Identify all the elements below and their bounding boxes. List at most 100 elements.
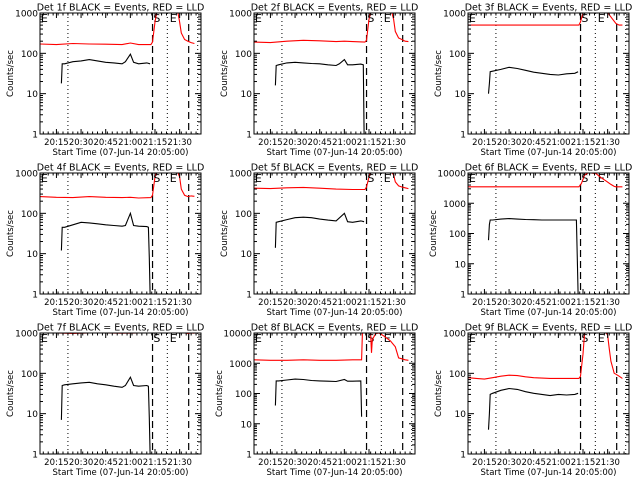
x-tick-label: 20:45: [521, 458, 546, 468]
marker-label: S: [153, 332, 160, 345]
x-tick-label: 21:15: [571, 298, 596, 308]
marker-label: S: [153, 12, 160, 25]
y-tick-label: 1: [32, 131, 38, 141]
y-tick-label: 1000: [15, 170, 38, 180]
y-axis-label: Counts/sec: [434, 50, 444, 97]
marker-label: E: [598, 172, 605, 185]
marker-label: E: [255, 172, 262, 185]
x-tick-label: 20:45: [93, 458, 118, 468]
x-tick-label: 20:45: [307, 298, 332, 308]
x-tick-label: 20:30: [497, 298, 522, 308]
x-tick-label: 20:45: [93, 298, 118, 308]
x-axis-label: Start Time (07-Jun-14 20:05:00): [481, 468, 617, 478]
x-tick-label: 20:45: [93, 138, 118, 148]
series-line-lld: [254, 173, 409, 191]
x-tick-label: 21:15: [357, 298, 382, 308]
marker-label: S: [153, 172, 160, 185]
panel-title: Det 1f BLACK = Events, RED = LLD: [37, 3, 205, 14]
x-tick-label: 21:30: [381, 138, 406, 148]
plot-frame: [39, 12, 202, 135]
panel-title: Det 8f BLACK = Events, RED = LLD: [251, 323, 419, 334]
x-tick-label: 21:00: [546, 458, 571, 468]
marker-label: E: [170, 332, 177, 345]
y-tick-label: 100: [21, 50, 38, 60]
x-tick-label: 20:30: [497, 138, 522, 148]
plot-frame: [467, 12, 630, 135]
x-tick-label: 20:15: [472, 138, 497, 148]
marker-label: S: [581, 332, 588, 345]
y-tick-label: 1: [32, 291, 38, 301]
y-tick-label: 1: [32, 451, 38, 461]
series-line-lld: [254, 13, 409, 44]
x-tick-label: 20:30: [69, 298, 94, 308]
marker-label: E: [255, 12, 262, 25]
x-tick-label: 20:45: [307, 138, 332, 148]
x-axis-label: Start Time (07-Jun-14 20:05:00): [267, 148, 403, 158]
plot-frame: [467, 332, 630, 455]
x-tick-label: 20:15: [258, 298, 283, 308]
x-axis-label: Start Time (07-Jun-14 20:05:00): [481, 148, 617, 158]
x-tick-label: 21:15: [143, 458, 168, 468]
y-tick-label: 1: [460, 291, 466, 301]
x-tick-label: 21:00: [332, 298, 357, 308]
x-tick-label: 21:00: [118, 138, 143, 148]
x-tick-label: 21:00: [546, 138, 571, 148]
y-tick-label: 1000: [15, 10, 38, 20]
series-line-lld: [468, 13, 623, 26]
marker-label: E: [384, 12, 391, 25]
x-tick-label: 20:15: [44, 458, 69, 468]
series-line-events: [487, 66, 579, 94]
x-tick-label: 21:30: [167, 138, 192, 148]
marker-label: E: [469, 12, 476, 25]
x-tick-label: 21:30: [381, 298, 406, 308]
series-line-events: [60, 53, 151, 84]
panel-title: Det 4f BLACK = Events, RED = LLD: [37, 163, 205, 174]
x-tick-label: 21:30: [595, 138, 620, 148]
y-tick-label: 1000: [229, 360, 252, 370]
marker-label: E: [170, 12, 177, 25]
marker-label: S: [367, 12, 374, 25]
panel-title: Det 9f BLACK = Events, RED = LLD: [465, 323, 633, 334]
y-tick-label: 1: [246, 291, 252, 301]
y-axis-label: Counts/sec: [215, 370, 225, 417]
plot-frame: [39, 172, 202, 295]
y-tick-label: 1000: [443, 200, 466, 210]
x-axis-label: Start Time (07-Jun-14 20:05:00): [53, 308, 189, 318]
marker-label: E: [41, 12, 48, 25]
y-axis-label: Counts/sec: [6, 50, 16, 97]
y-axis-label: Counts/sec: [6, 210, 16, 257]
y-tick-label: 10: [27, 90, 39, 100]
y-axis-label: Counts/sec: [429, 210, 439, 257]
x-tick-label: 21:15: [357, 458, 382, 468]
panel-title: Det 3f BLACK = Events, RED = LLD: [465, 3, 633, 14]
y-axis-label: Counts/sec: [434, 370, 444, 417]
y-tick-label: 100: [449, 370, 466, 380]
plot-frame: [253, 12, 416, 135]
y-axis-label: Counts/sec: [6, 370, 16, 417]
series-line-lld: [468, 333, 623, 380]
x-tick-label: 20:45: [521, 298, 546, 308]
x-tick-label: 21:15: [571, 458, 596, 468]
series-line-events: [274, 378, 363, 417]
x-tick-label: 20:15: [44, 138, 69, 148]
series-line-events: [274, 212, 365, 248]
x-tick-label: 21:00: [118, 458, 143, 468]
x-tick-label: 20:15: [472, 458, 497, 468]
plot-frame: [467, 172, 630, 295]
x-tick-label: 20:15: [258, 138, 283, 148]
series-line-events: [60, 211, 151, 294]
marker-label: E: [598, 332, 605, 345]
x-tick-label: 21:15: [143, 138, 168, 148]
y-tick-label: 100: [235, 210, 252, 220]
y-tick-label: 10: [241, 90, 253, 100]
x-tick-label: 20:45: [307, 458, 332, 468]
y-tick-label: 10: [455, 90, 467, 100]
marker-label: E: [469, 332, 476, 345]
y-tick-label: 10000: [223, 330, 252, 340]
y-tick-label: 100: [235, 390, 252, 400]
y-tick-label: 1000: [15, 330, 38, 340]
